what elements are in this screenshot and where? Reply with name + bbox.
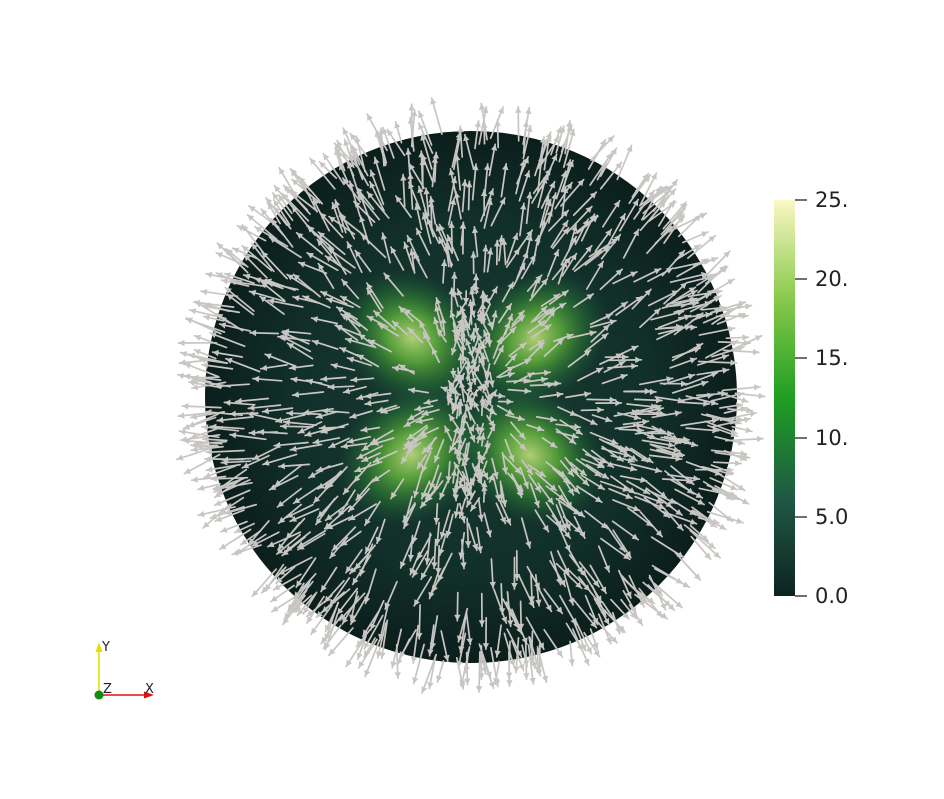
glyph-arrowhead bbox=[525, 108, 531, 115]
glyph-arrowhead bbox=[391, 661, 397, 668]
glyph-arrowhead bbox=[182, 403, 188, 409]
glyph-arrowhead bbox=[190, 308, 197, 314]
glyph-arrowhead bbox=[728, 326, 735, 332]
glyph-arrowhead bbox=[540, 137, 546, 144]
glyph-arrowhead bbox=[569, 659, 575, 665]
glyph-arrowhead bbox=[523, 673, 529, 679]
glyph-arrowhead bbox=[204, 315, 211, 321]
glyph-arrowhead bbox=[737, 416, 743, 422]
z-axis-label: Z bbox=[103, 682, 112, 697]
glyph-arrowhead bbox=[459, 682, 465, 689]
glyph-arrowhead bbox=[457, 126, 463, 132]
glyph-arrowhead bbox=[191, 442, 197, 448]
glyph-arrowhead bbox=[757, 436, 763, 442]
y-axis-label: Y bbox=[101, 640, 110, 655]
color-bar-gradient bbox=[774, 200, 795, 596]
cb-label-10: 10. bbox=[815, 426, 848, 450]
glyph-arrowhead bbox=[513, 667, 519, 673]
glyph-arrowhead bbox=[495, 120, 501, 126]
glyph-arrowhead bbox=[222, 278, 229, 284]
cb-label-20: 20. bbox=[815, 267, 848, 291]
cb-label-0: 0.0 bbox=[815, 584, 848, 608]
glyph-arrowhead bbox=[506, 680, 512, 686]
glyph-arrowhead bbox=[754, 384, 760, 390]
cb-label-15: 15. bbox=[815, 346, 848, 370]
glyph-arrowhead bbox=[178, 412, 184, 418]
glyph-arrowhead bbox=[542, 676, 548, 683]
cb-label-25: 25. bbox=[815, 188, 848, 212]
color-bar: 25. 20. 15. 10. 5.0 0.0 bbox=[774, 188, 848, 608]
glyph-arrowhead bbox=[515, 107, 521, 113]
glyph-arrowhead bbox=[395, 672, 401, 678]
glyph-arrowhead bbox=[198, 485, 205, 491]
cb-label-5: 5.0 bbox=[815, 505, 848, 529]
glyph-arrowhead bbox=[206, 466, 212, 472]
glyph-arrowhead bbox=[179, 340, 185, 346]
glyph-arrowhead bbox=[206, 272, 213, 278]
orientation-axes: Y Z X bbox=[95, 640, 155, 700]
glyph-arrowhead bbox=[735, 460, 741, 466]
glyph-arrowhead bbox=[745, 303, 752, 309]
glyph-arrowhead bbox=[198, 511, 205, 517]
glyph-arrowhead bbox=[715, 289, 722, 295]
glyph-arrowhead bbox=[179, 359, 185, 365]
glyph-arrowhead bbox=[750, 411, 757, 417]
glyph-arrowhead bbox=[409, 104, 415, 110]
color-bar-ticks bbox=[795, 200, 807, 596]
x-axis-label: X bbox=[145, 682, 154, 697]
glyph-arrowhead bbox=[742, 334, 748, 340]
glyph-arrowhead bbox=[745, 427, 752, 433]
glyph-arrowhead bbox=[753, 349, 759, 355]
glyph-arrowhead bbox=[476, 686, 482, 692]
glyph-arrowhead bbox=[427, 682, 433, 689]
glyph-arrowhead bbox=[712, 518, 719, 524]
glyph-arrowhead bbox=[744, 417, 751, 423]
